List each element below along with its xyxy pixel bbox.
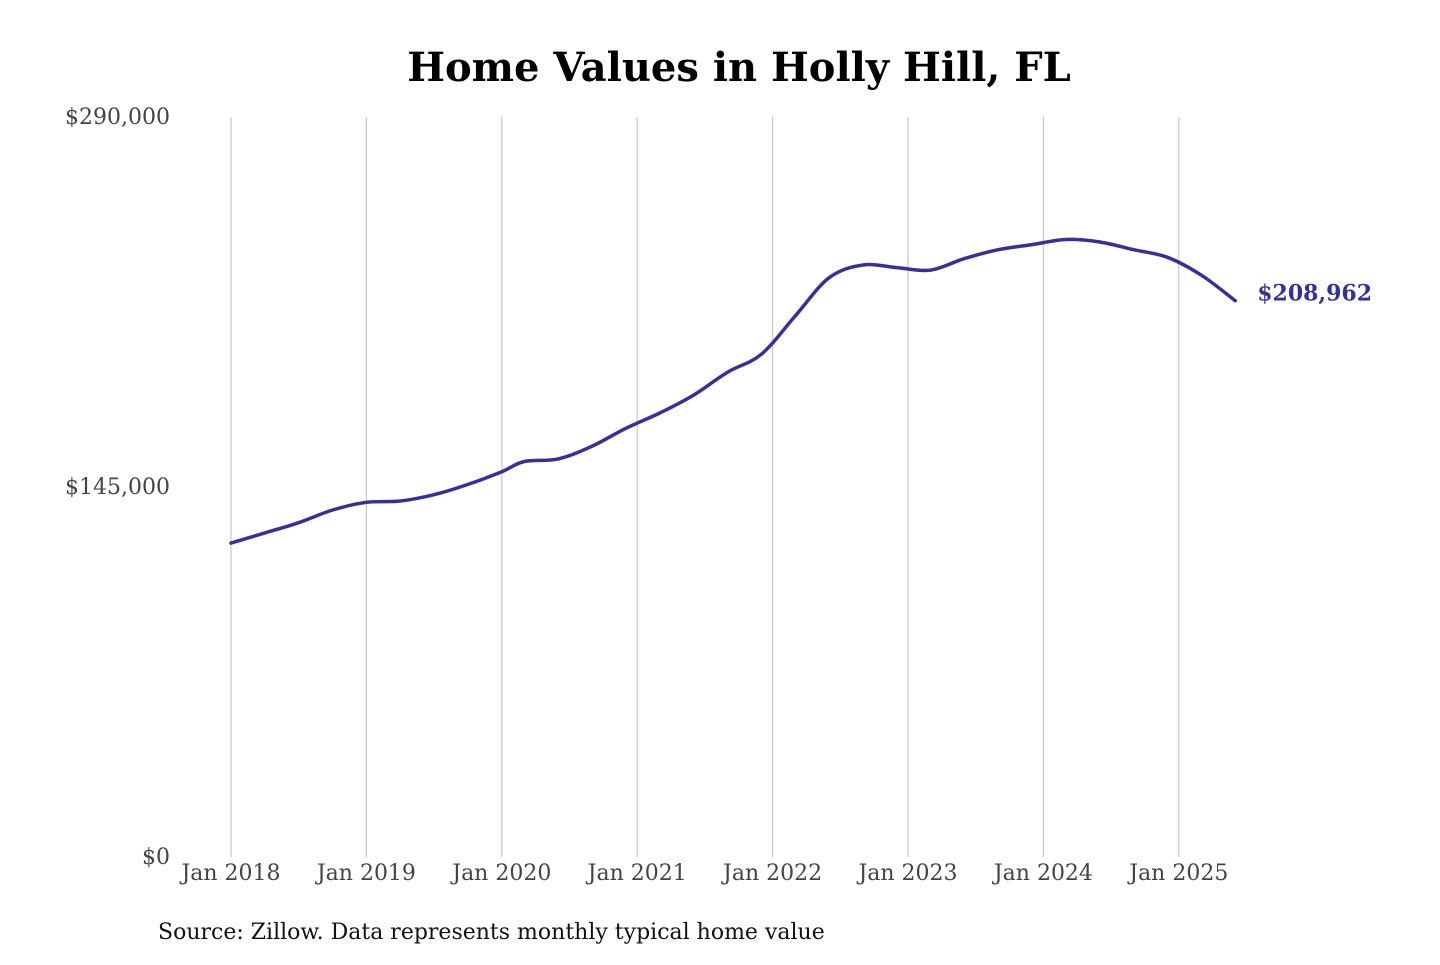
x-tick-label: Jan 2020 — [450, 861, 551, 886]
chart-title: Home Values in Holly Hill, FL — [407, 44, 1071, 91]
x-tick-label: Jan 2023 — [856, 861, 957, 886]
x-tick-label: Jan 2024 — [992, 861, 1093, 886]
source-note: Source: Zillow. Data represents monthly … — [158, 920, 825, 945]
end-value-label: $208,962 — [1257, 281, 1372, 307]
x-tick-label: Jan 2019 — [315, 861, 416, 886]
x-axis-ticks: Jan 2018 Jan 2019 Jan 2020 Jan 2021 Jan 2022… — [179, 861, 1228, 886]
x-tick-label: Jan 2018 — [179, 861, 280, 886]
home-value-line — [229, 237, 1237, 545]
y-tick-label: $145,000 — [65, 475, 170, 500]
gridlines — [230, 117, 1180, 857]
x-tick-label: Jan 2022 — [721, 861, 822, 886]
y-tick-label: $290,000 — [65, 105, 170, 130]
y-axis-ticks: $290,000 $145,000 $0 — [65, 105, 170, 870]
y-tick-label: $0 — [142, 845, 170, 870]
x-tick-label: Jan 2021 — [586, 861, 687, 886]
x-tick-label: Jan 2025 — [1127, 861, 1228, 886]
